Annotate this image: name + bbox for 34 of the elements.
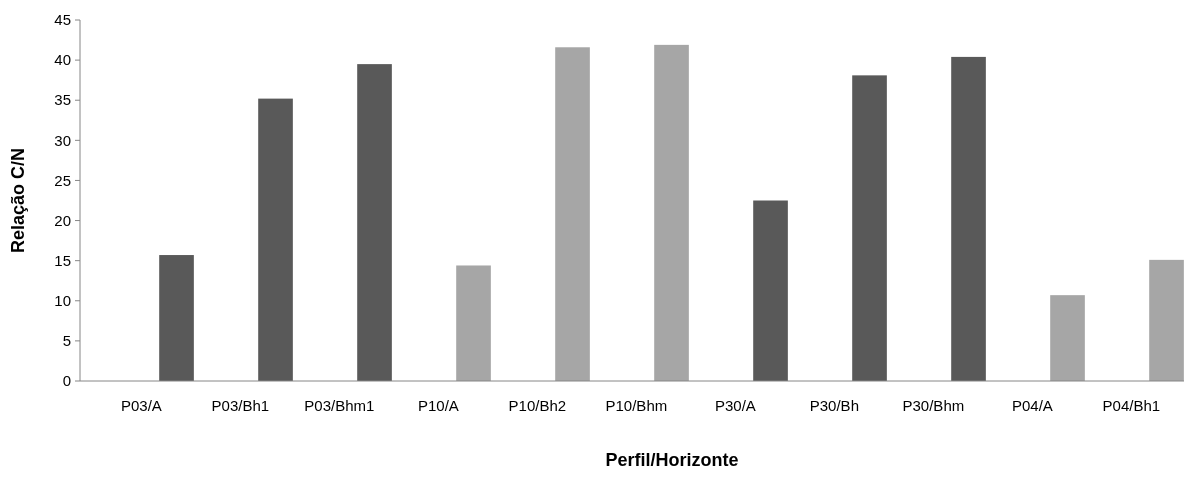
y-tick-label: 0 <box>62 372 71 390</box>
y-tick-label: 30 <box>54 131 71 149</box>
bar <box>951 56 986 381</box>
x-tick-label: P10/Bhm <box>605 397 668 414</box>
x-tick-label: P04/Bh1 <box>1102 397 1161 414</box>
x-tick-label: P10/Bh2 <box>508 397 567 414</box>
x-tick-label: P03/Bhm1 <box>304 397 375 414</box>
y-tick-label: 10 <box>54 292 71 310</box>
y-tick-label: 20 <box>54 211 71 229</box>
x-tick-label: P30/A <box>714 397 756 414</box>
y-tick-label: 25 <box>54 171 71 189</box>
x-tick-label: P30/Bh <box>809 397 859 414</box>
y-tick-label: 15 <box>54 251 71 269</box>
bar <box>555 47 590 381</box>
x-tick-label: P03/Bh1 <box>211 397 270 414</box>
bar <box>357 64 392 381</box>
bar <box>456 265 491 381</box>
x-tick-label: P04/A <box>1011 397 1053 414</box>
bar <box>258 98 293 381</box>
x-tick-label: P03/A <box>120 397 162 414</box>
x-axis-title: Perfil/Horizonte <box>605 450 739 470</box>
y-tick-label: 35 <box>54 91 71 109</box>
y-tick-label: 5 <box>62 332 71 350</box>
bar <box>1149 259 1184 381</box>
bar <box>852 75 887 381</box>
bar <box>753 200 788 381</box>
y-tick-label: 45 <box>54 11 71 29</box>
y-tick-label: 40 <box>54 51 71 69</box>
bar <box>1050 295 1085 381</box>
bar <box>159 255 194 381</box>
x-tick-label: P30/Bhm <box>902 397 965 414</box>
y-axis-title: Relação C/N <box>8 147 28 254</box>
x-tick-label: P10/A <box>417 397 459 414</box>
bar <box>654 44 689 381</box>
